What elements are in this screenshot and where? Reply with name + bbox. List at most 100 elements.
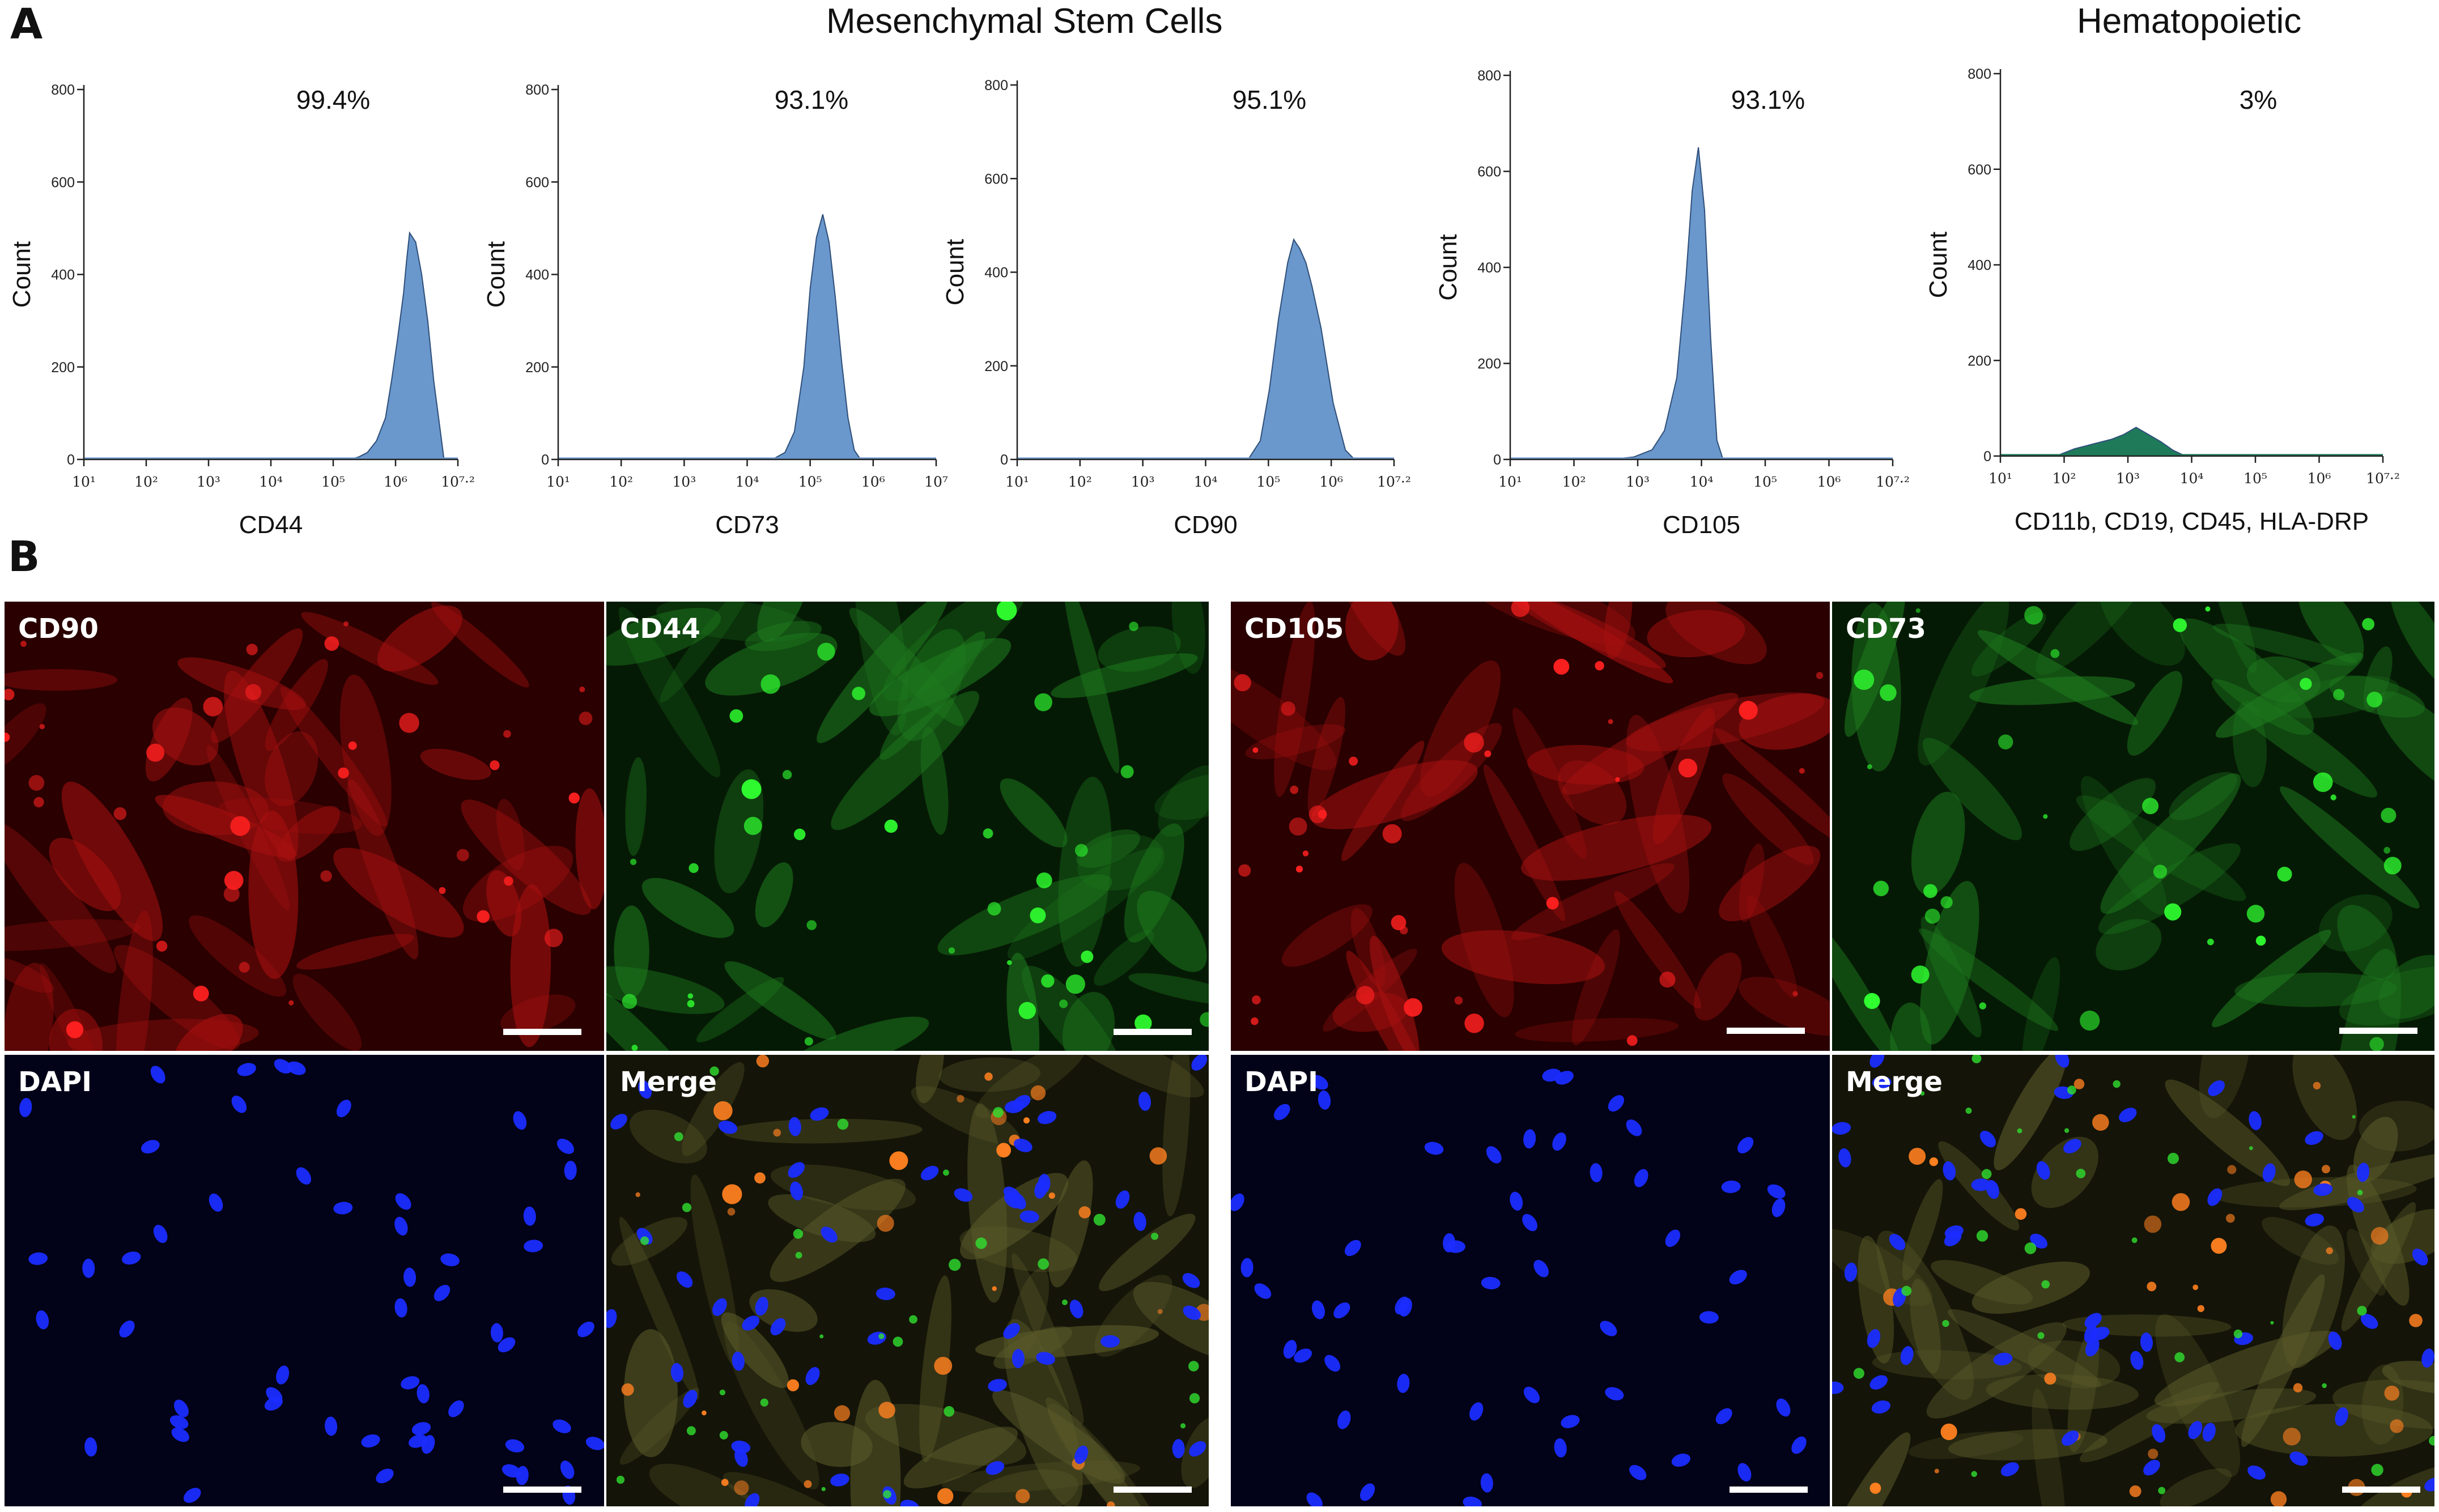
scale-bar [2342, 1487, 2420, 1493]
x-tick-label: 10⁴ [736, 474, 759, 490]
dapi-image-left: DAPI [5, 1055, 604, 1506]
x-tick-label: 10⁷·² [441, 474, 475, 490]
y-tick-label: 800 [1477, 68, 1501, 84]
x-tick-label: 10³ [2116, 470, 2140, 487]
image-label: CD105 [1244, 613, 1344, 645]
y-tick-label: 800 [1968, 66, 1991, 82]
x-axis-label: CD73 [715, 511, 779, 538]
y-tick-label: 200 [1477, 356, 1501, 372]
x-tick-label: 10⁶ [861, 474, 885, 490]
histogram-2: 0 200 400 600 800 10¹ 10² 10³ 10⁴ 10⁵ 10⁶ 10⁷ Count C… [482, 82, 948, 538]
cd73-image: CD73 [1832, 602, 2434, 1051]
x-tick-label: 10³ [1131, 474, 1155, 490]
scale-bar [1114, 1487, 1192, 1493]
cd105-image: CD105 [1231, 602, 1830, 1051]
panel-a-letter: A [10, 0, 43, 49]
x-tick-label: 10⁷·² [1377, 474, 1411, 490]
y-tick-label: 600 [525, 174, 549, 190]
y-tick-label: 600 [1968, 162, 1991, 178]
y-tick-label: 0 [1000, 452, 1008, 468]
y-axis-label: Count [1434, 234, 1462, 300]
x-tick-label: 10¹ [1988, 470, 2012, 487]
scale-bar [503, 1487, 581, 1493]
x-tick-label: 10⁵ [1753, 474, 1777, 490]
y-axis-label: Count [1924, 232, 1952, 298]
x-tick-label: 10⁵ [798, 474, 822, 490]
x-tick-label: 10⁵ [2243, 470, 2267, 487]
x-tick-label: 10⁷·² [1876, 474, 1910, 490]
x-tick-label: 10⁷ [924, 474, 948, 490]
cd44-image: CD44 [606, 602, 1209, 1051]
x-axis-label: CD11b, CD19, CD45, HLA-DRP [2015, 508, 2369, 535]
panel-b-letter: B [8, 533, 40, 581]
image-label: DAPI [1244, 1066, 1319, 1098]
y-tick-label: 0 [541, 452, 549, 468]
merge-image-left: Merge [606, 1055, 1209, 1506]
scale-bar [1730, 1487, 1808, 1493]
histogram-area [2055, 427, 2186, 457]
y-tick-label: 800 [51, 82, 75, 98]
y-tick-label: 200 [1968, 353, 1991, 369]
histogram-area [1609, 147, 1724, 460]
x-tick-label: 10⁶ [1817, 474, 1841, 490]
y-tick-label: 0 [1493, 452, 1501, 468]
hematopoietic-group-title: Hematopoietic [2077, 2, 2302, 41]
y-tick-label: 400 [984, 265, 1008, 281]
x-axis-label: CD90 [1174, 511, 1238, 538]
y-tick-label: 400 [1968, 258, 1991, 274]
histogram-4: 0 200 400 600 800 10¹ 10² 10³ 10⁴ 10⁵ 10⁶ 10⁷·² Coun… [1434, 68, 1910, 538]
y-tick-label: 600 [984, 171, 1008, 187]
x-tick-label: 10⁶ [1319, 474, 1343, 490]
y-tick-label: 200 [984, 359, 1008, 374]
image-label: Merge [1846, 1066, 1943, 1098]
y-tick-label: 400 [51, 267, 75, 283]
dapi-image-right: DAPI [1231, 1055, 1830, 1506]
x-tick-label: 10¹ [72, 474, 96, 490]
x-tick-label: 10² [1562, 474, 1586, 490]
merge-image-right: Merge [1832, 1055, 2434, 1506]
y-tick-label: 0 [67, 452, 75, 468]
histogram-5: 0 200 400 600 800 10¹ 10² 10³ 10⁴ 10⁵ 10⁶ 10⁷·² Coun… [1924, 66, 2400, 535]
y-tick-label: 400 [1477, 260, 1501, 276]
x-tick-label: 10⁶ [384, 474, 407, 490]
x-tick-label: 10³ [1626, 474, 1650, 490]
positive-percentage: 93.1% [1731, 85, 1805, 114]
x-axis-label: CD105 [1663, 511, 1740, 538]
histogram-3: 0 200 400 600 800 10¹ 10² 10³ 10⁴ 10⁵ 10⁶ 10⁷·² Coun… [941, 78, 1411, 538]
x-tick-label: 10⁴ [2180, 470, 2204, 487]
positive-percentage: 95.1% [1233, 85, 1306, 114]
y-tick-label: 400 [525, 267, 549, 283]
positive-percentage: 3% [2240, 85, 2277, 114]
x-tick-label: 10⁵ [1256, 474, 1280, 490]
y-tick-label: 200 [525, 360, 549, 376]
x-axis-label: CD44 [239, 511, 303, 538]
scale-bar [1727, 1028, 1805, 1034]
x-tick-label: 10⁴ [1194, 474, 1218, 490]
x-tick-label: 10¹ [546, 474, 570, 490]
x-tick-label: 10¹ [1498, 474, 1522, 490]
x-tick-label: 10³ [197, 474, 220, 490]
scale-bar [2339, 1028, 2417, 1034]
x-tick-label: 10² [2053, 470, 2076, 487]
y-tick-label: 600 [1477, 164, 1501, 180]
x-tick-label: 10² [609, 474, 633, 490]
histogram-area [349, 231, 445, 460]
x-tick-label: 10² [134, 474, 158, 490]
y-axis-label: Count [941, 239, 969, 305]
y-axis-label: Count [482, 241, 510, 308]
x-tick-label: 10³ [672, 474, 696, 490]
x-tick-label: 10⁵ [321, 474, 345, 490]
histogram-area [1247, 238, 1356, 460]
y-tick-label: 800 [984, 78, 1008, 93]
x-tick-label: 10⁴ [259, 474, 283, 490]
image-label: CD73 [1846, 613, 1926, 645]
x-tick-label: 10⁴ [1690, 474, 1714, 490]
flow-cytometry-histograms: 0 200 400 600 800 10¹ 10² 10³ 10⁴ 10⁵ 10⁶ 10⁷·² Coun… [8, 66, 2400, 538]
image-label: DAPI [18, 1066, 92, 1098]
y-axis-label: Count [8, 241, 36, 308]
image-label: CD90 [18, 613, 99, 645]
image-label: Merge [620, 1066, 717, 1098]
y-tick-label: 0 [1983, 449, 1991, 465]
x-tick-label: 10² [1068, 474, 1092, 490]
mesenchymal-group-title: Mesenchymal Stem Cells [826, 2, 1223, 41]
